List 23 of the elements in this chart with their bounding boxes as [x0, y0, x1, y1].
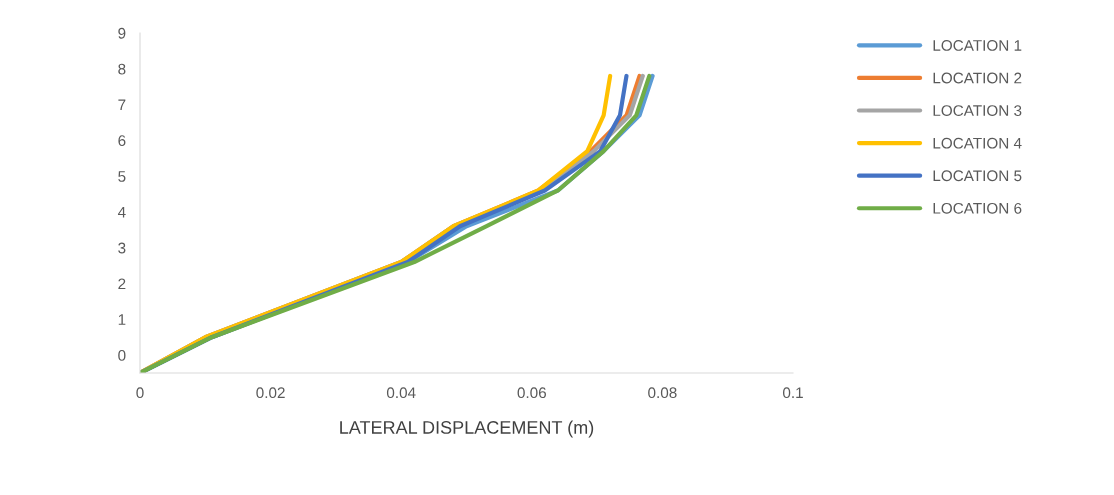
- y-tick-label: 1: [118, 314, 126, 325]
- y-tick-label: 3: [118, 242, 126, 254]
- x-tick-label: 0.08: [648, 387, 677, 399]
- y-tick-label: 6: [118, 135, 126, 147]
- legend-label: LOCATION 3: [933, 105, 1022, 117]
- x-tick-label: 0.06: [517, 387, 546, 399]
- y-tick-label: 8: [118, 63, 126, 75]
- legend-label: LOCATION 2: [933, 72, 1022, 84]
- legend-label: LOCATION 1: [933, 40, 1022, 51]
- y-tick-label: 5: [118, 171, 126, 182]
- y-tick-label: 0: [118, 349, 126, 361]
- x-tick-label: 0: [136, 387, 144, 399]
- legend-label: LOCATION 4: [933, 137, 1022, 149]
- y-tick-label: 4: [117, 206, 126, 218]
- x-tick-label: 0.02: [256, 387, 285, 399]
- y-tick-label: 7: [118, 99, 126, 111]
- y-tick-label: 2: [118, 278, 126, 290]
- legend-label: LOCATION 5: [933, 170, 1022, 182]
- x-tick-label: 0.1: [782, 387, 803, 399]
- x-tick-label: 0.04: [386, 387, 416, 399]
- x-axis-title: LATERAL DISPLACEMENT (m): [340, 420, 594, 438]
- legend-label: LOCATION 6: [933, 202, 1022, 214]
- y-tick-label: 9: [118, 27, 126, 39]
